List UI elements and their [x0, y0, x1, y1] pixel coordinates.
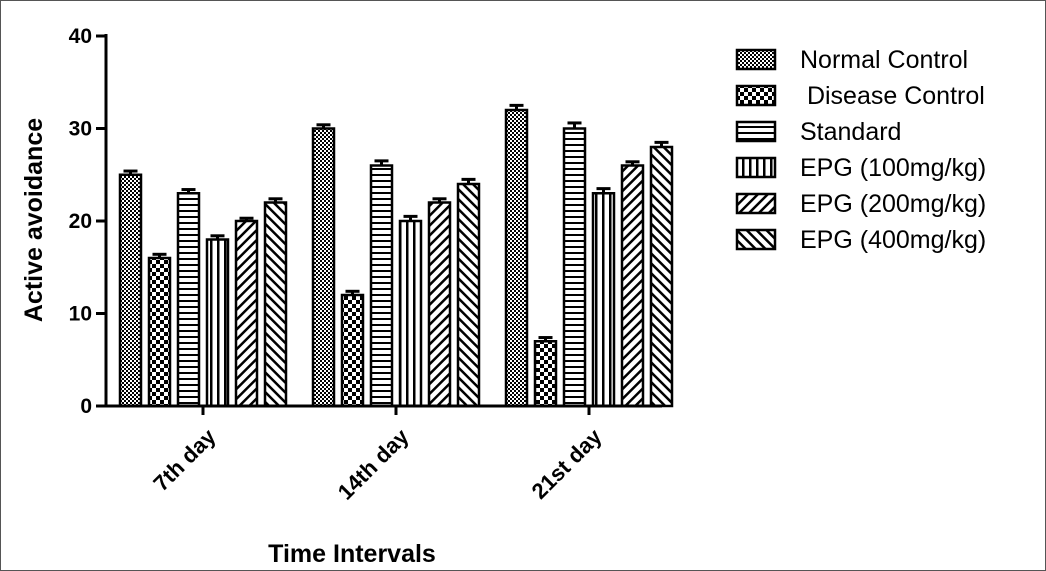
- bar: [427, 201, 452, 408]
- legend-label: Disease Control: [800, 82, 985, 110]
- legend-swatch: [735, 84, 777, 107]
- legend-swatch: [735, 192, 777, 215]
- bar: [562, 127, 587, 408]
- bar: [176, 192, 201, 408]
- bar: [118, 173, 143, 408]
- bar: [234, 219, 259, 408]
- y-tick-label: 40: [69, 25, 92, 48]
- x-axis-title: Time Intervals: [268, 540, 436, 568]
- bar: [649, 145, 674, 408]
- bar: [205, 238, 230, 408]
- bar: [398, 219, 423, 408]
- bar: [263, 201, 288, 408]
- legend-label: EPG (200mg/kg): [800, 190, 986, 218]
- legend-swatch: [735, 228, 777, 251]
- bar: [456, 182, 481, 408]
- y-tick-label: 10: [69, 303, 92, 326]
- bar: [620, 164, 645, 408]
- y-axis-title: Active avoidance: [20, 118, 48, 322]
- y-tick-label: 30: [69, 118, 92, 141]
- bar: [340, 293, 365, 408]
- legend-swatch: [735, 48, 777, 71]
- bar: [369, 164, 394, 408]
- bars-group: [118, 103, 674, 408]
- y-tick-label: 20: [69, 210, 92, 233]
- bar: [311, 127, 336, 408]
- legend-swatch: [735, 120, 777, 143]
- legend: Normal Control Disease Control Standard EP…: [735, 46, 986, 254]
- y-tick-label: 0: [80, 395, 92, 418]
- legend-swatch: [735, 156, 777, 179]
- bar: [147, 256, 172, 408]
- legend-label: Standard: [800, 118, 901, 146]
- bar: [504, 108, 529, 408]
- bar: [591, 192, 616, 408]
- legend-label: Normal Control: [800, 46, 968, 74]
- legend-label: EPG (100mg/kg): [800, 154, 986, 182]
- legend-label: EPG (400mg/kg): [800, 226, 986, 254]
- bar: [533, 340, 558, 408]
